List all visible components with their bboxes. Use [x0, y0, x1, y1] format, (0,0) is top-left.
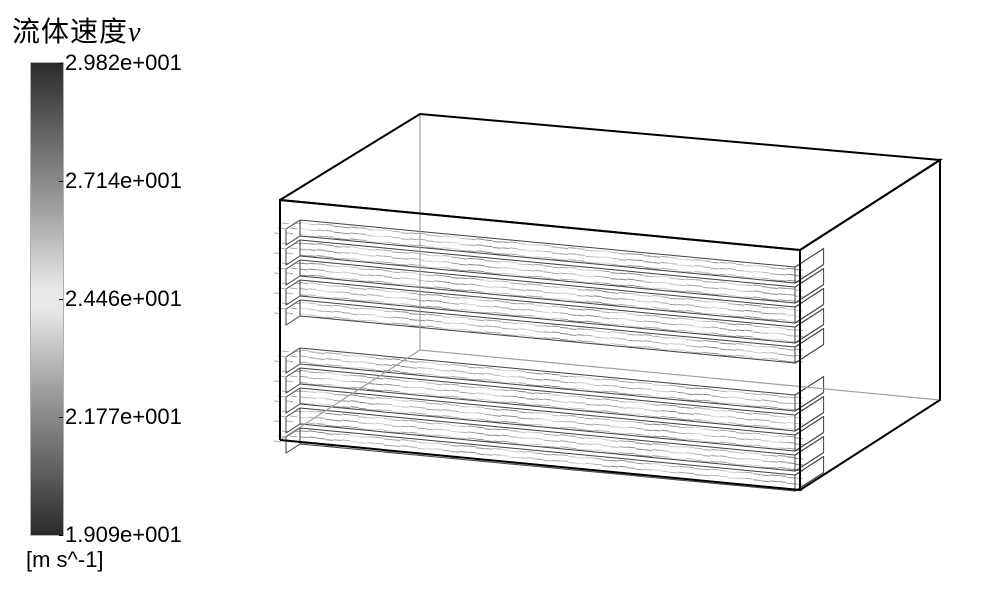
legend-tick: 2.446e+001: [65, 286, 182, 312]
title-text: 流体速度: [12, 16, 128, 47]
cfd-3d-visualization: [240, 100, 960, 520]
cfd-svg: [240, 100, 960, 520]
legend-tick: 2.177e+001: [65, 404, 182, 430]
figure-root: 流体速度v 2.982e+001 2.714e+001 2.446e+001 2.17…: [0, 0, 1000, 598]
color-legend: 2.982e+0012.714e+0012.446e+0012.177e+001…: [20, 62, 190, 562]
legend-units: [m s^-1]: [26, 547, 104, 573]
figure-title: 流体速度v: [12, 10, 141, 50]
legend-tick: 1.909e+001: [65, 522, 182, 548]
legend-tick: 2.982e+001: [65, 50, 182, 76]
title-variable: v: [128, 17, 141, 48]
legend-tick: 2.714e+001: [65, 168, 182, 194]
